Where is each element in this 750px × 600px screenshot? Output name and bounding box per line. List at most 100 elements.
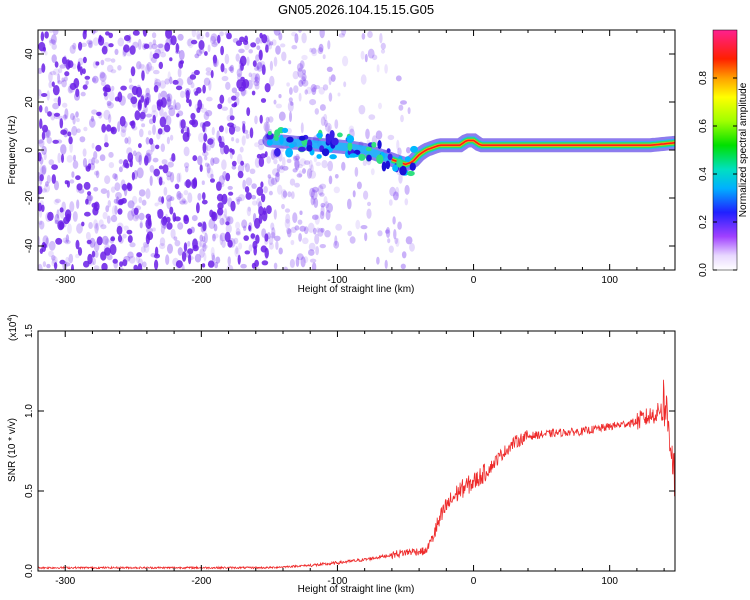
spectrogram-noise-blob [224, 231, 231, 243]
spectrogram-noise-blob [243, 235, 249, 242]
snr-panel: -300 -200 -100 0 100 0.0 0.5 1.0 1.5 Height of … [7, 314, 676, 595]
spectrogram-noise-blob [75, 253, 80, 259]
spectrogram-noise-blob [207, 44, 211, 53]
spectrogram-noise-blob [324, 230, 331, 238]
spectrogram-noise-blob [211, 252, 215, 261]
spectrogram-noise-blob [116, 196, 120, 205]
spectrogram-noise-blob [93, 150, 98, 160]
snr-xtick-label: -300 [55, 576, 75, 587]
spectrogram-noise-blob [108, 162, 115, 169]
spectrogram-noise-blob [48, 240, 56, 251]
spectrogram-noise-blob [226, 32, 232, 40]
spectrogram-noise-blob [333, 240, 340, 249]
spectrogram-noise-blob [105, 87, 112, 93]
spectrogram-noise-blob [262, 64, 266, 76]
spectrogram-noise-blob [230, 200, 236, 212]
spectrogram-noise-blob [260, 181, 264, 188]
spectrogram-noise-blob [283, 266, 289, 270]
spectrogram-noise-blob [342, 55, 349, 67]
spectrogram-noise-blob [108, 43, 114, 48]
spectrogram-noise-blob [219, 217, 225, 226]
spectrogram-noise-blob [41, 165, 46, 176]
spectrogram-noise-blob [388, 245, 394, 253]
spectrogram-noise-blob [104, 57, 112, 62]
spectrogram-noise-blob [128, 78, 133, 83]
spectrogram-noise-blob [131, 99, 138, 108]
spectrogram-noise-blob [280, 43, 286, 48]
spectrogram-noise-blob [301, 73, 307, 82]
spectrogram-noise-blob [52, 85, 60, 96]
spectrogram-noise-blob [190, 39, 198, 45]
spectrogram-noise-blob [319, 104, 326, 111]
ridge-speckle [409, 162, 416, 171]
spectrogram-noise-blob [246, 206, 252, 217]
spectrogram-noise-blob [154, 202, 159, 207]
spectrogram-noise-blob [275, 103, 282, 109]
snr-frame [37, 330, 676, 572]
spectrogram-noise-blob [308, 159, 313, 170]
spectrogram-noise-blob [266, 156, 272, 164]
spectrogram-noise-blob [294, 182, 300, 188]
spectrogram-noise-blob [315, 161, 321, 167]
spectrogram-noise-blob [254, 142, 260, 148]
spectrogram-noise-blob [133, 207, 139, 215]
spectrogram-noise-blob [91, 109, 98, 115]
spectrogram-noise-blob [123, 44, 130, 53]
spectrogram-noise-blob [127, 200, 135, 209]
spectrogram-noise-blob [92, 257, 96, 266]
spectrogram-noise-blob [39, 164, 44, 175]
spectrogram-noise-blob [216, 181, 222, 191]
spectrogram-noise-blob [114, 205, 118, 215]
spectrogram-noise-blob [96, 111, 102, 116]
spectrogram-noise-blob [38, 89, 42, 97]
spectrogram-noise-blob [204, 162, 209, 167]
spectrogram-noise-blob [93, 219, 98, 229]
spectrogram-noise-blob [238, 48, 245, 54]
snr-ytick-label: 0.5 [24, 484, 35, 498]
spectrogram-noise-blob [310, 196, 315, 206]
spectrogram-noise-blob [364, 232, 368, 242]
spectrogram-noise-blob [319, 183, 327, 189]
spectrogram-noise-blob [157, 43, 164, 49]
spectrogram-noise-blob [379, 33, 383, 44]
spectrogram-noise-blob [221, 75, 229, 82]
spectrogram-noise-blob [179, 60, 184, 65]
spectrogram-noise-blob [158, 43, 166, 54]
spectrogram-noise-blob [88, 42, 92, 48]
spectrogram-noise-blob [256, 186, 264, 196]
spectrogram-noise-blob [52, 139, 59, 144]
spectrogram-noise-blob [152, 114, 156, 124]
colorbar-gradient [712, 29, 738, 271]
spectrogram-noise-blob [141, 64, 146, 74]
spectrogram-noise-blob [401, 251, 407, 259]
spectrogram-noise-blob [231, 87, 238, 94]
spectrogram-noise-blob [188, 253, 192, 265]
spectrogram-noise-blob [242, 179, 246, 190]
ridge-speckle [404, 156, 411, 163]
spectrogram-noise-blob [166, 96, 172, 108]
spectrogram-noise-blob [202, 84, 206, 94]
spectrogram-noise-blob [54, 61, 59, 68]
ridge-speckle [331, 137, 339, 146]
spectrogram-noise-blob [192, 155, 198, 162]
spectrogram-noise-blob [242, 129, 249, 135]
spectrogram-noise-blob [325, 122, 332, 132]
spectrogram-noise-blob [347, 198, 352, 210]
spectrogram-noise-blob [131, 207, 136, 217]
spectrogram-noise-blob [126, 229, 133, 235]
spectrogram-noise-blob [164, 78, 170, 85]
spectrogram-noise-blob [87, 158, 93, 166]
spectrogram-noise-blob [160, 90, 168, 99]
spectrogram-noise-blob [300, 122, 304, 134]
spectrogram-noise-blob [256, 45, 261, 50]
spectrogram-noise-blob [334, 235, 338, 247]
spectrogram-noise-blob [292, 212, 298, 224]
spectrogram-noise-blob [217, 34, 221, 44]
spectrogram-noise-blob [313, 197, 319, 208]
spectrogram-noise-blob [202, 235, 206, 243]
spectrogram-noise-blob [52, 30, 59, 36]
spectrogram-noise-blob [266, 39, 271, 47]
spectrogram-noise-blob [314, 108, 319, 115]
ridge-speckle [288, 143, 295, 148]
spectrogram-noise-blob [313, 156, 318, 163]
